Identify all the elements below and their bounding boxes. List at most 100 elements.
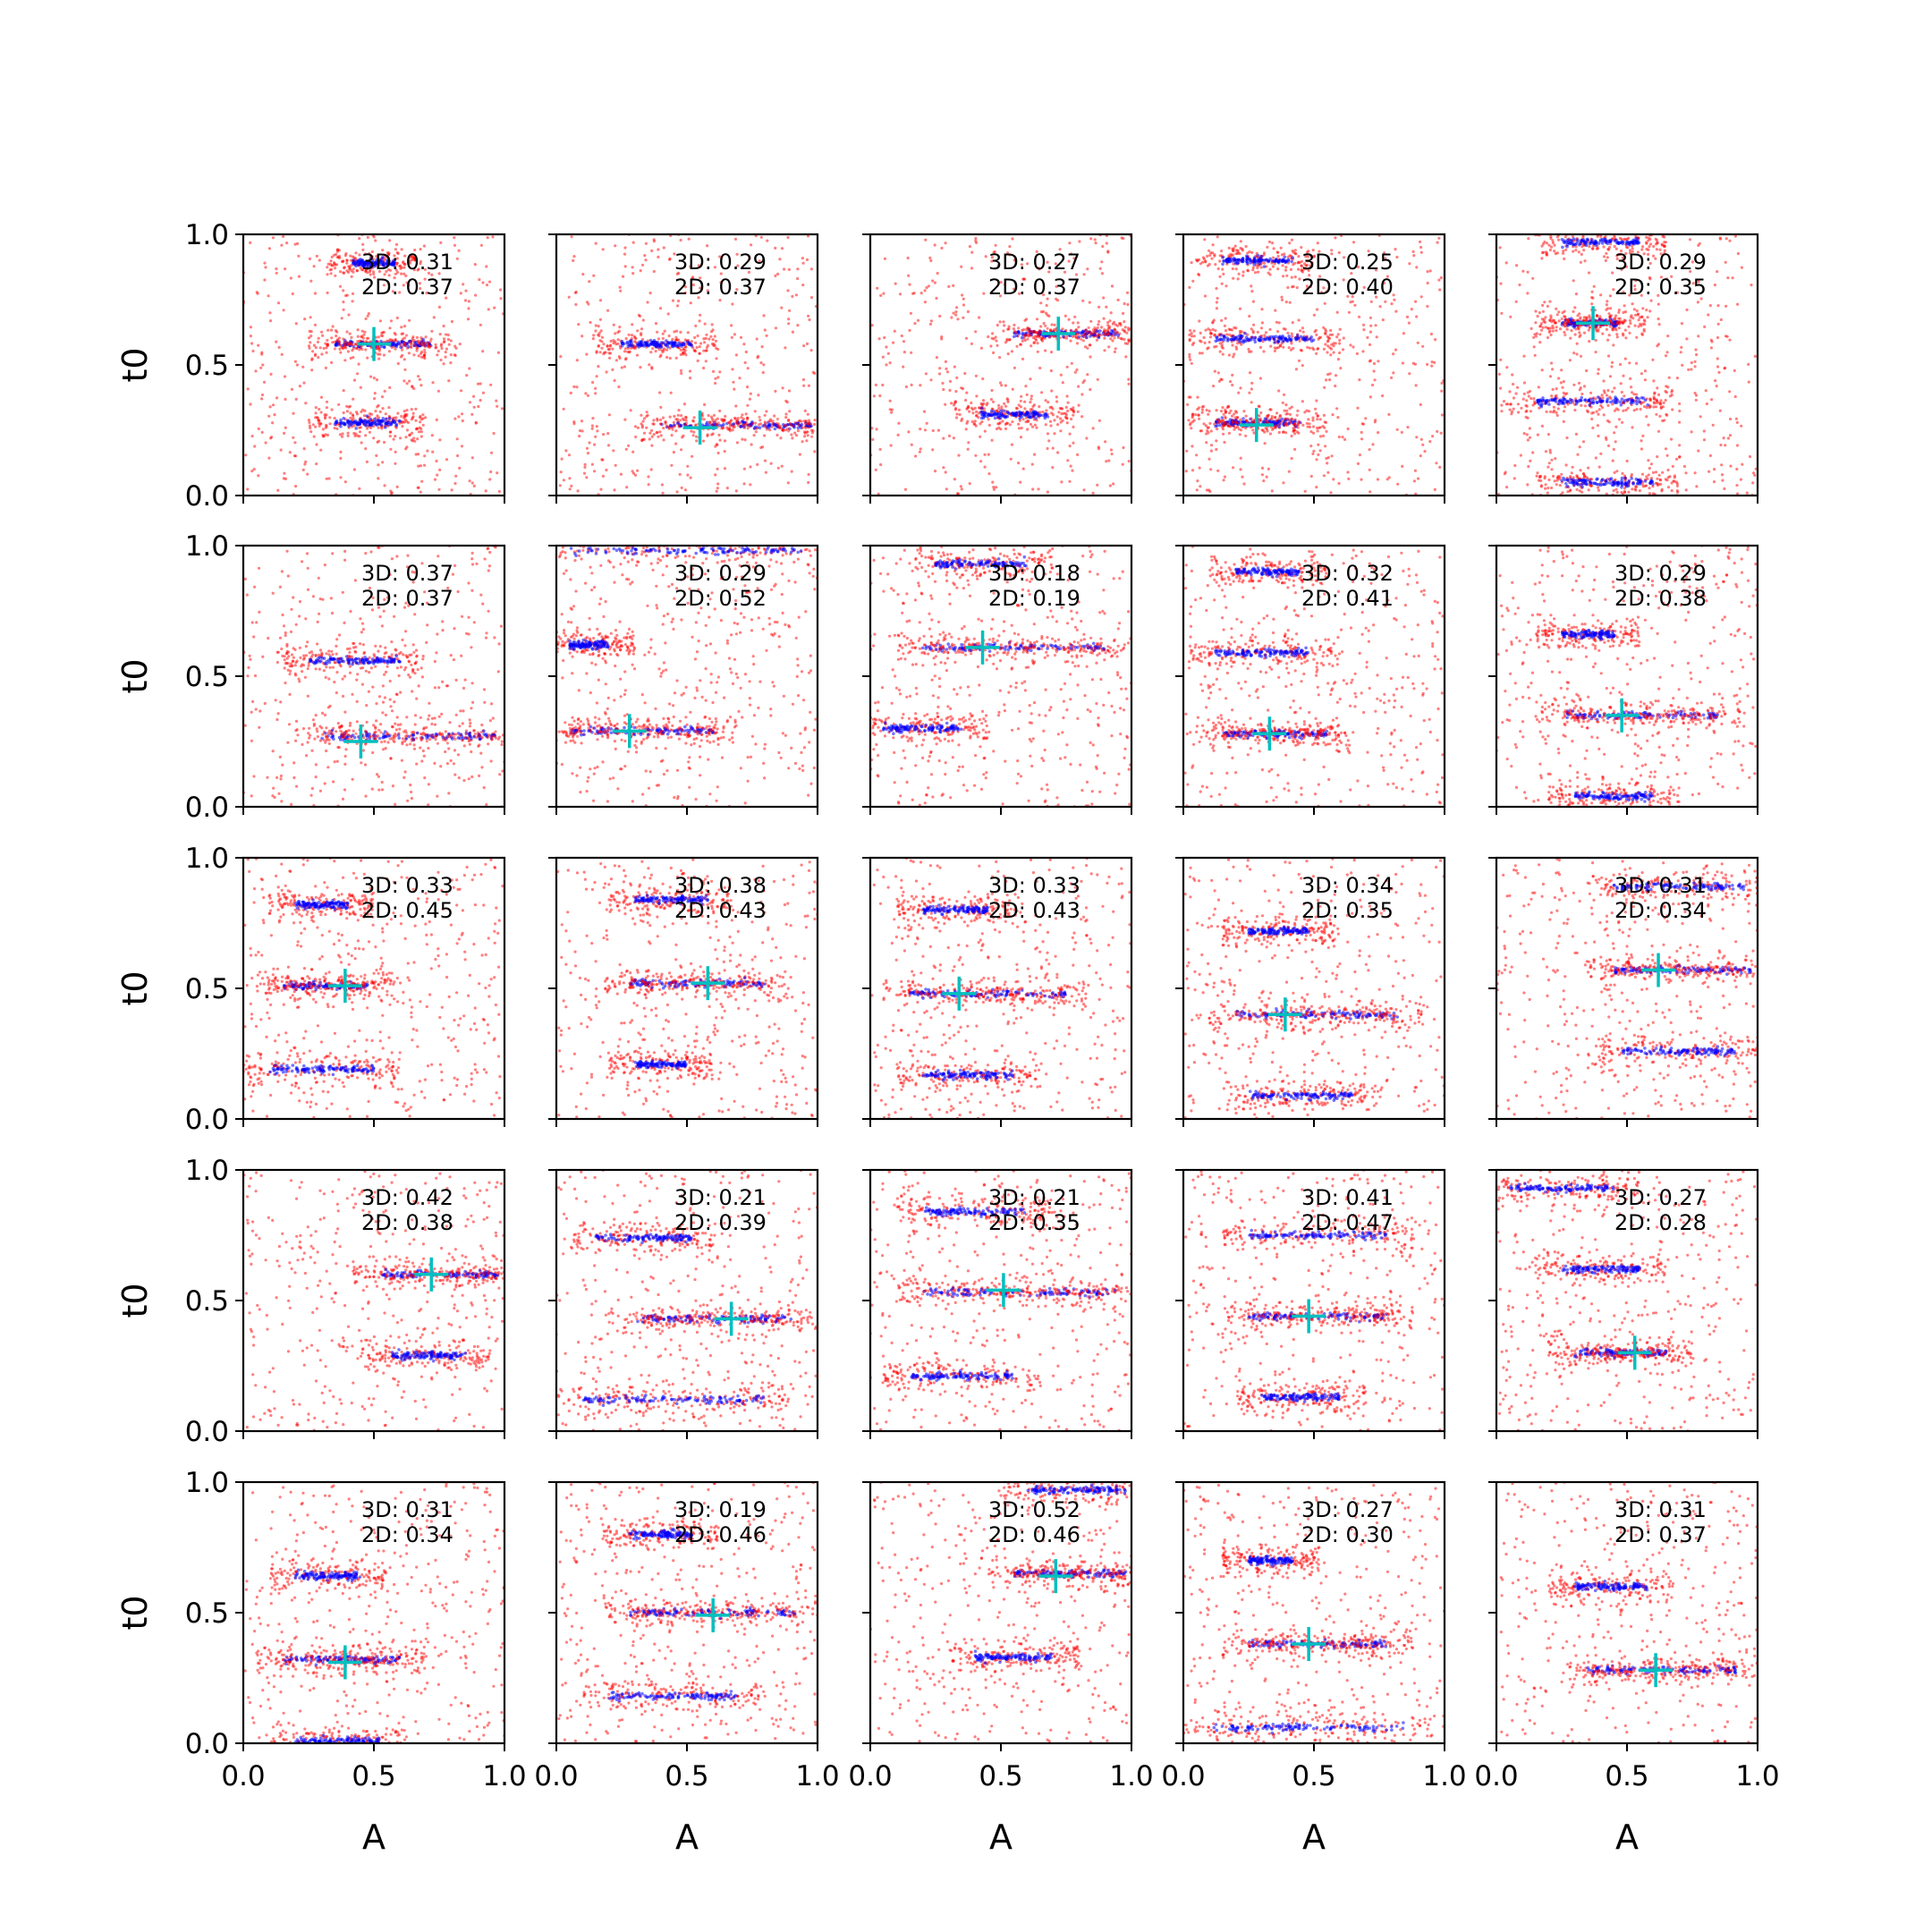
sample-point [1300, 268, 1303, 272]
sample-point [335, 330, 339, 334]
sample-point [755, 427, 758, 430]
sample-point [375, 453, 378, 457]
mode-point [1087, 330, 1090, 335]
mode-point [793, 422, 798, 426]
mode-point [1069, 329, 1073, 333]
sample-point [683, 285, 688, 289]
sample-point [422, 463, 427, 467]
sample-point [425, 291, 428, 295]
sample-point [1548, 375, 1553, 378]
sample-point [1207, 412, 1210, 416]
sample-point [326, 328, 330, 332]
sample-point [1211, 321, 1215, 325]
sample-point [777, 425, 781, 428]
sample-point [982, 407, 986, 411]
sample-point [1500, 311, 1504, 315]
sample-point [643, 417, 647, 420]
sample-point [998, 320, 1002, 324]
sample-point [1306, 425, 1309, 428]
mode-point [1239, 334, 1243, 338]
sample-point [1094, 242, 1097, 245]
sample-point [1271, 256, 1275, 259]
sample-point [716, 451, 720, 455]
sample-point [1004, 341, 1007, 344]
sample-point [908, 283, 911, 286]
sample-point [1357, 315, 1361, 318]
sample-point [416, 346, 419, 350]
mode-point [682, 422, 687, 427]
sample-point [1716, 322, 1720, 326]
sample-point [787, 267, 791, 271]
sample-point [325, 425, 328, 428]
sample-point [1208, 253, 1212, 258]
sample-point [1521, 269, 1525, 273]
sample-point [497, 489, 502, 494]
mode-point [687, 341, 691, 345]
mode-point [341, 343, 345, 348]
sample-point [983, 429, 987, 433]
sample-point [1021, 339, 1024, 343]
mode-point [626, 344, 630, 349]
sample-point [405, 428, 410, 432]
sample-point [991, 400, 996, 403]
sample-point [982, 402, 986, 405]
sample-point [1023, 400, 1027, 403]
sample-point [679, 238, 682, 242]
sample-point [428, 340, 432, 343]
sample-point [787, 429, 791, 433]
sample-point [413, 248, 417, 252]
sample-point [997, 403, 1001, 407]
sample-point [776, 466, 780, 470]
sample-point [979, 422, 982, 426]
sample-point [343, 345, 347, 349]
sample-point [1045, 311, 1048, 315]
sample-point [1053, 327, 1056, 331]
sample-point [619, 289, 623, 292]
sample-point [1208, 335, 1213, 339]
sample-point [1512, 407, 1515, 411]
sample-point [910, 443, 913, 446]
sample-point [379, 334, 383, 337]
sample-point [1297, 255, 1301, 258]
sample-point [1031, 330, 1035, 335]
sample-point [267, 247, 271, 250]
sample-point [914, 454, 918, 458]
sample-point [1231, 343, 1234, 347]
sample-point [703, 341, 707, 344]
sample-point [378, 352, 382, 356]
sample-point [389, 319, 394, 323]
mode-point [1249, 417, 1252, 421]
sample-point [377, 357, 381, 360]
sample-point [1297, 359, 1301, 362]
sample-point [1275, 250, 1279, 254]
sample-point [1241, 475, 1244, 479]
sample-point [1215, 447, 1218, 452]
sample-point [364, 317, 368, 320]
mode-point [1224, 258, 1229, 262]
sample-point [1753, 473, 1757, 477]
sample-point [664, 420, 667, 424]
sample-point [1277, 430, 1281, 435]
sample-point [321, 428, 325, 431]
sample-point [1025, 334, 1029, 337]
sample-point [1346, 294, 1350, 298]
sample-point [410, 438, 413, 442]
sample-point [632, 335, 636, 338]
sample-point [1293, 432, 1297, 436]
sample-point [1127, 382, 1131, 386]
sample-point [323, 417, 327, 420]
sample-point [1033, 330, 1037, 335]
mode-point [1114, 333, 1117, 337]
sample-point [813, 450, 817, 453]
sample-point [387, 350, 391, 353]
sample-point [1105, 460, 1108, 463]
sample-point [583, 462, 587, 467]
sample-point [1013, 258, 1016, 262]
sample-point [1100, 272, 1104, 275]
sample-point [344, 346, 348, 350]
sample-point [1029, 422, 1033, 426]
sample-point [731, 424, 734, 428]
sample-point [400, 332, 403, 335]
sample-point [606, 309, 610, 312]
sample-point [1209, 429, 1213, 433]
